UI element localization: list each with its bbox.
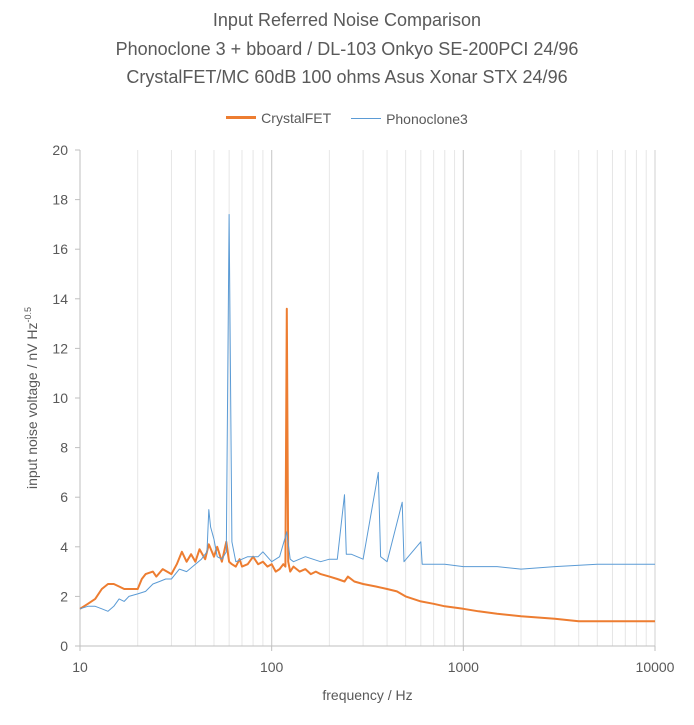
legend-swatch-crystalfet — [226, 116, 257, 119]
y-tick-label: 16 — [52, 241, 68, 257]
x-tick-label: 100 — [260, 659, 284, 675]
y-tick-label: 2 — [60, 588, 68, 604]
y-tick-label: 14 — [52, 291, 68, 307]
legend-label-phonoclone3: Phonoclone3 — [386, 110, 468, 127]
legend-item-phonoclone3: Phonoclone3 — [351, 111, 468, 127]
y-tick-label: 4 — [60, 539, 68, 555]
chart-title-line-1: Input Referred Noise Comparison — [212, 10, 482, 30]
x-tick-label: 1000 — [448, 659, 479, 675]
y-tick-label: 12 — [52, 340, 68, 356]
y-tick-label: 6 — [60, 489, 68, 505]
x-tick-label: 10 — [72, 659, 88, 675]
chart-title-line-3: CrystalFET/MC 60dB 100 ohms Asus Xonar S… — [126, 67, 568, 87]
legend: CrystalFET Phonoclone3 — [0, 106, 694, 127]
x-tick-label: 10000 — [636, 659, 675, 675]
y-tick-label: 20 — [52, 142, 68, 158]
series-line-crystalfet — [79, 307, 655, 623]
chart-title-line-2: Phonoclone 3 + bboard / DL-103 Onkyo SE-… — [115, 39, 579, 59]
y-tick-label: 8 — [60, 440, 68, 456]
x-axis-title: frequency / Hz — [322, 687, 412, 703]
legend-item-crystalfet: CrystalFET — [226, 110, 331, 126]
legend-swatch-phonoclone3 — [351, 118, 382, 119]
y-axis-title-superscript: -0.5 — [23, 307, 33, 323]
y-tick-label: 0 — [60, 638, 68, 654]
legend-label-crystalfet: CrystalFET — [261, 109, 332, 126]
series-line-phonoclone3 — [79, 214, 655, 612]
y-axis-title: input noise voltage / nV Hz-0.5 — [23, 307, 40, 489]
y-tick-label: 10 — [52, 390, 68, 406]
y-tick-label: 18 — [52, 192, 68, 208]
